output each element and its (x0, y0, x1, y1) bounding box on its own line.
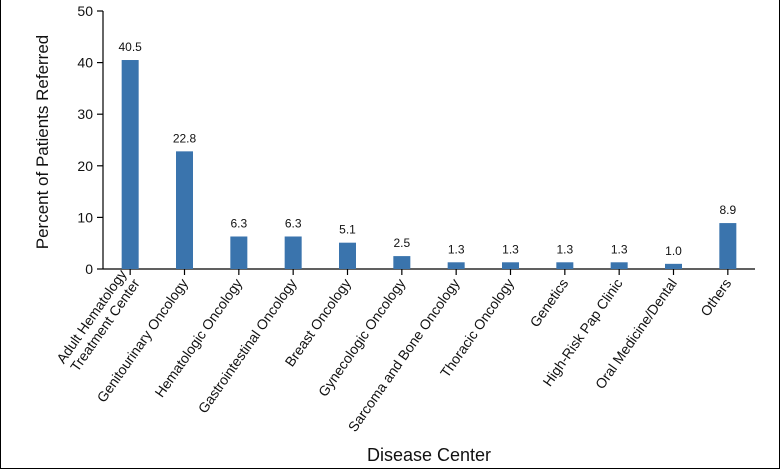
bar (284, 236, 302, 269)
data-label: 1.3 (611, 242, 628, 256)
category-label: Genetics (526, 276, 571, 330)
y-tick-label: 30 (77, 106, 93, 122)
data-label: 8.9 (719, 203, 736, 217)
bar (121, 60, 139, 269)
y-tick-label: 40 (77, 55, 93, 71)
bar (393, 256, 411, 269)
category-label-line: Others (697, 276, 734, 320)
bar (665, 263, 682, 269)
x-axis-title: Disease Center (367, 445, 491, 465)
data-label: 6.3 (285, 216, 302, 230)
bar (556, 262, 574, 269)
data-label: 22.8 (173, 131, 197, 145)
y-tick-label: 20 (77, 158, 93, 174)
category-label-line: Sarcoma and Bone Oncology (345, 276, 463, 435)
category-label-line: Gastrointestinal Oncology (195, 276, 300, 416)
bar (230, 236, 248, 269)
category-label: Gastrointestinal Oncology (195, 276, 300, 416)
y-axis-title: Percent of Patients Referred (33, 35, 52, 250)
y-tick-label: 50 (77, 3, 93, 19)
data-label: 6.3 (230, 216, 247, 230)
data-labels: 40.5 22.8 6.3 6.3 5.1 2.5 1.3 1.3 1.3 1.3 1.0 8.9 (118, 40, 736, 258)
bar (447, 262, 465, 269)
axes (102, 11, 755, 270)
bar (502, 262, 519, 269)
bar (719, 223, 737, 269)
category-labels: Adult HematologyTreatment CenterGenitour… (53, 267, 734, 435)
data-label: 1.3 (556, 242, 573, 256)
y-tick-label: 0 (85, 261, 93, 277)
bar (176, 151, 193, 269)
category-label: Sarcoma and Bone Oncology (345, 276, 463, 435)
data-label: 1.3 (502, 242, 519, 256)
bar (610, 262, 628, 269)
y-tick-label: 10 (77, 209, 93, 225)
bars (121, 60, 737, 269)
data-label: 2.5 (393, 236, 410, 250)
data-label: 1.0 (665, 244, 682, 258)
data-label: 5.1 (339, 223, 356, 237)
category-label-line: Genetics (526, 276, 571, 330)
y-ticks: 0 10 20 30 40 50 (77, 3, 103, 277)
data-label: 1.3 (448, 242, 465, 256)
data-label: 40.5 (118, 40, 142, 54)
category-label: Others (697, 276, 734, 320)
bar (339, 242, 356, 269)
